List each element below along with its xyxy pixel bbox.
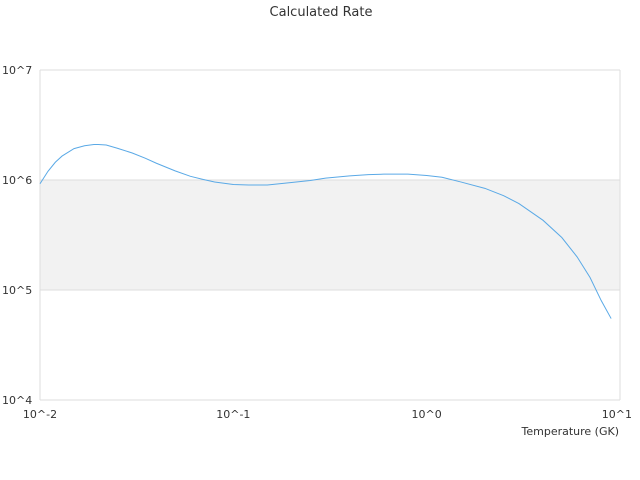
y-tick-label: 10^7 <box>2 64 32 77</box>
x-tick-label: 10^0 <box>412 408 442 421</box>
x-tick-label: 10^-1 <box>216 408 250 421</box>
y-tick-label: 10^5 <box>2 284 32 297</box>
y-axis-ticks: 10^4 10^5 10^6 10^7 <box>2 64 32 407</box>
x-tick-label: 10^-2 <box>23 408 57 421</box>
y-tick-label: 10^4 <box>2 394 32 407</box>
chart-title: Calculated Rate <box>270 5 373 20</box>
series-line <box>39 144 612 319</box>
plot-area <box>40 70 620 400</box>
x-axis-title: Temperature (GK) <box>521 425 620 438</box>
gridlines <box>39 69 621 401</box>
x-axis-ticks: 10^-2 10^-1 10^0 10^1 <box>23 408 632 421</box>
y-tick-label: 10^6 <box>2 174 32 187</box>
series-layer <box>39 144 612 319</box>
plot-band <box>40 180 620 290</box>
x-tick-label: 10^1 <box>602 408 632 421</box>
